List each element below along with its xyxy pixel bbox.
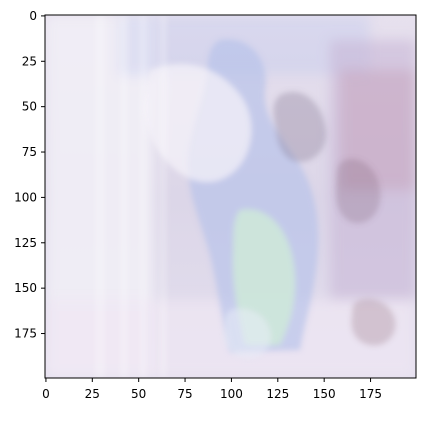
x-tick-label: 100 bbox=[220, 387, 243, 401]
y-tick-label: 100 bbox=[14, 190, 37, 204]
y-tick-label: 0 bbox=[29, 9, 37, 23]
small-bottom-accent bbox=[351, 298, 396, 346]
x-tick-label: 175 bbox=[359, 387, 382, 401]
vertical-streak bbox=[120, 15, 128, 378]
x-tick-label: 75 bbox=[177, 387, 192, 401]
vertical-streak bbox=[160, 15, 167, 378]
x-axis: 0 25 50 75 100 125 150 175 bbox=[42, 378, 382, 401]
x-tick-label: 125 bbox=[266, 387, 289, 401]
vertical-streak bbox=[140, 15, 146, 378]
y-tick-label: 75 bbox=[22, 145, 37, 159]
y-tick-label: 150 bbox=[14, 281, 37, 295]
right-dark-accent bbox=[335, 159, 381, 224]
x-tick-label: 50 bbox=[131, 387, 146, 401]
y-tick-label: 125 bbox=[14, 236, 37, 250]
x-tick-label: 25 bbox=[85, 387, 100, 401]
upper-face-region bbox=[273, 91, 327, 163]
plot-frame bbox=[44, 14, 417, 379]
y-tick-label: 175 bbox=[14, 327, 37, 341]
white-veil bbox=[143, 64, 252, 182]
y-tick-label: 25 bbox=[22, 54, 37, 68]
x-tick-label: 150 bbox=[313, 387, 336, 401]
x-tick-label: 0 bbox=[42, 387, 50, 401]
small-bottom-accent bbox=[223, 308, 272, 359]
y-axis: 0 25 50 75 100 125 150 175 bbox=[14, 9, 45, 341]
vertical-streak bbox=[95, 15, 105, 378]
y-tick-label: 50 bbox=[22, 100, 37, 114]
image-content bbox=[45, 15, 416, 378]
